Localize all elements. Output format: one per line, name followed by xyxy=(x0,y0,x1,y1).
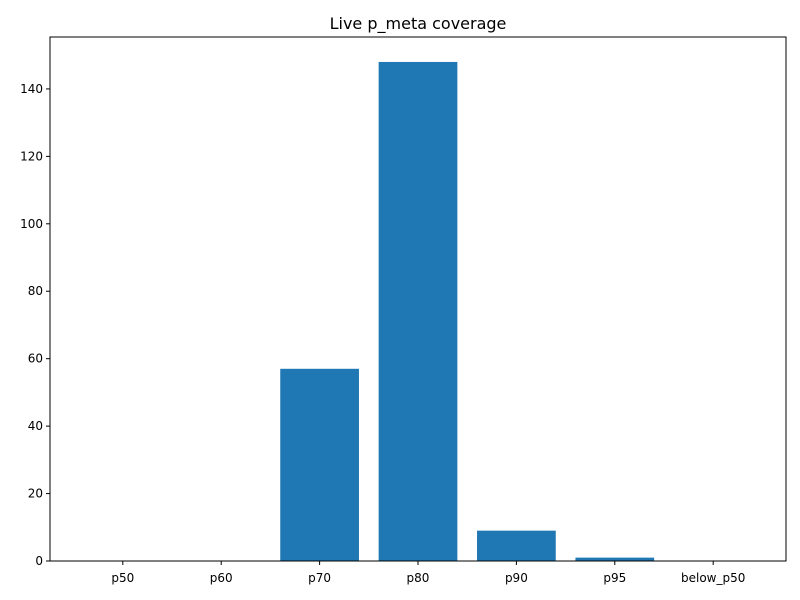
y-tick-label-80: 80 xyxy=(28,284,43,298)
x-tick-label-p50: p50 xyxy=(111,571,134,585)
x-tick-label-p60: p60 xyxy=(210,571,233,585)
x-tick-label-p70: p70 xyxy=(308,571,331,585)
plot-frame xyxy=(49,36,787,562)
y-tick-label-140: 140 xyxy=(20,82,43,96)
y-tick-label-60: 60 xyxy=(28,352,43,366)
x-tick-label-p80: p80 xyxy=(407,571,430,585)
bar-p80 xyxy=(378,61,458,561)
y-axis: 0 20 40 60 80 100 120 140 xyxy=(20,82,50,568)
y-tick-label-20: 20 xyxy=(28,487,43,501)
bars-group xyxy=(280,61,655,561)
x-tick-label-p90: p90 xyxy=(505,571,528,585)
bar-p70 xyxy=(280,368,359,561)
bar-p90 xyxy=(477,530,556,561)
y-tick-label-0: 0 xyxy=(35,554,43,568)
x-tick-label-p95: p95 xyxy=(603,571,626,585)
y-tick-label-120: 120 xyxy=(20,149,43,163)
y-tick-label-40: 40 xyxy=(28,419,43,433)
x-tick-label-below_p50: below_p50 xyxy=(681,571,745,585)
x-axis: p50 p60 p70 p80 p90 p95 below_p50 xyxy=(111,561,745,585)
chart-title: Live p_meta coverage xyxy=(330,14,507,34)
bar-p95 xyxy=(575,557,655,561)
y-tick-label-100: 100 xyxy=(20,217,43,231)
